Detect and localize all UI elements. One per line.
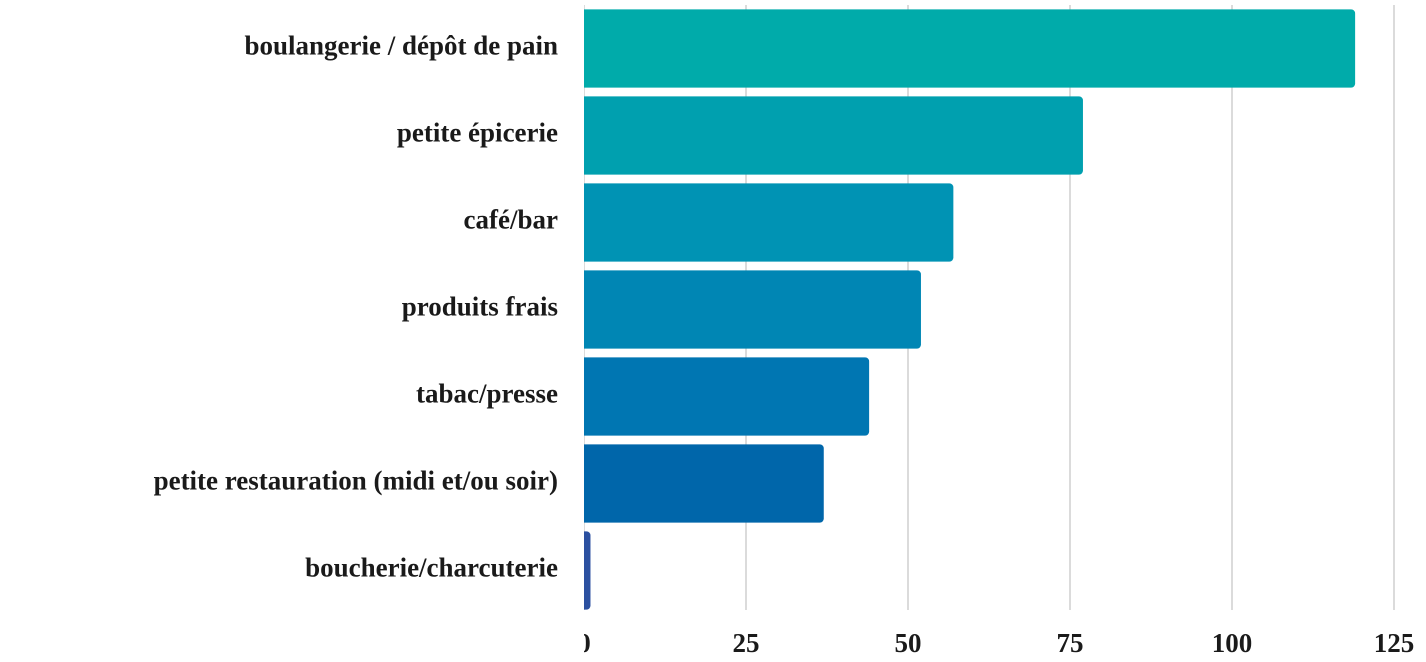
bar — [580, 357, 870, 436]
y-tick-label: petite épicerie — [397, 118, 558, 148]
y-tick-label: petite restauration (midi et/ou soir) — [154, 466, 558, 496]
y-tick-label: café/bar — [464, 205, 558, 235]
x-tick-label: 50 — [895, 628, 922, 658]
axis-mask — [578, 0, 584, 662]
y-tick-label: boucherie/charcuterie — [305, 553, 558, 583]
x-tick-label: 25 — [733, 628, 760, 658]
x-tick-label: 75 — [1057, 628, 1084, 658]
bar — [580, 9, 1356, 88]
bar — [580, 96, 1083, 175]
x-tick-label: 100 — [1212, 628, 1253, 658]
y-tick-label: boulangerie / dépôt de pain — [244, 31, 558, 61]
bar — [580, 183, 954, 262]
x-tick-label: 125 — [1374, 628, 1415, 658]
bar — [580, 444, 824, 523]
y-tick-label: tabac/presse — [416, 379, 558, 409]
y-tick-label: produits frais — [402, 292, 558, 322]
bar — [580, 270, 921, 349]
